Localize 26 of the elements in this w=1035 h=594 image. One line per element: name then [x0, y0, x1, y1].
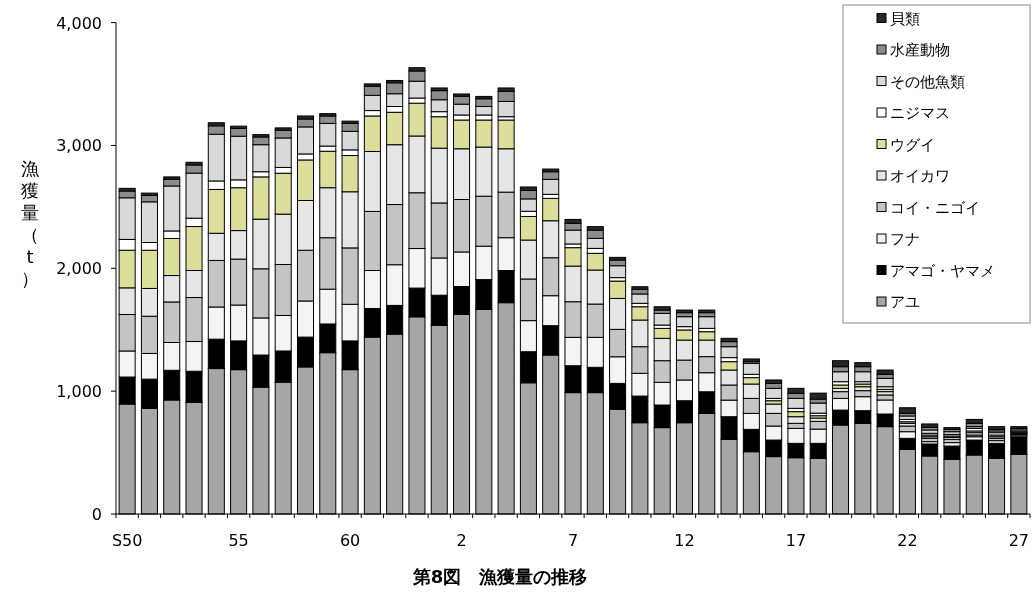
- legend-label: オイカワ: [890, 167, 950, 185]
- x-tick-label: 22: [897, 531, 918, 550]
- legend-label: ウグイ: [890, 135, 935, 154]
- x-tick-label: S50: [111, 531, 143, 550]
- legend-label: その他魚類: [890, 72, 965, 91]
- x-tick-label: 7: [567, 531, 579, 550]
- x-tick-label: 60: [339, 531, 361, 550]
- y-tick-label: 0: [91, 505, 102, 524]
- legend-label: アマゴ・ヤマメ: [890, 261, 995, 280]
- x-tick-label: 2: [456, 531, 467, 550]
- legend-label: 水産動物: [890, 41, 950, 59]
- y-tick-label: 4,000: [56, 13, 102, 33]
- legend-label: ニジマス: [890, 104, 950, 122]
- text: 第8図 漁獲量の推移: [411, 566, 588, 587]
- y-axis-title: 漁獲量（t）: [21, 158, 39, 289]
- y-tick-label: 1,000: [56, 382, 102, 402]
- x-tick-label: 17: [785, 531, 807, 550]
- x-tick-label: 55: [228, 531, 249, 550]
- legend-label: コイ・ニゴイ: [890, 198, 980, 217]
- legend-label: アユ: [890, 293, 920, 311]
- legend-label: 貝類: [890, 9, 920, 28]
- x-tick-label: 12: [674, 531, 695, 550]
- y-tick-label: 2,000: [56, 259, 102, 279]
- y-tick-label: 3,000: [56, 136, 102, 156]
- legend-label: フナ: [890, 230, 920, 248]
- x-tick-label: 27: [1008, 531, 1030, 550]
